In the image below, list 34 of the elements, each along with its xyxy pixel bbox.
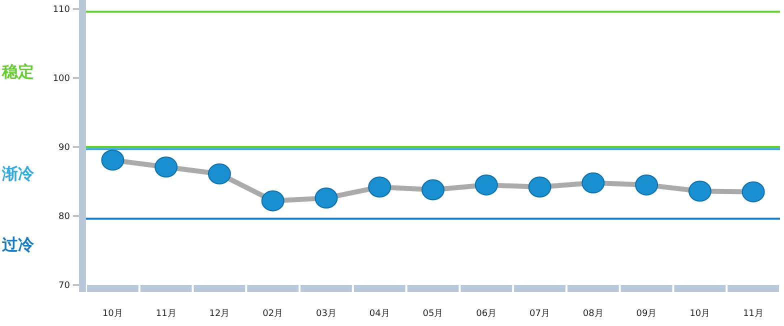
- point: [635, 174, 658, 196]
- point: [582, 172, 605, 194]
- text: 过冷: [1, 235, 35, 254]
- x-tick-label: 11月: [156, 309, 176, 319]
- y-tick-label: 70: [58, 281, 70, 291]
- point: [261, 190, 284, 212]
- x-tick-label: 10月: [102, 309, 123, 319]
- x-tick-label: 04月: [369, 309, 390, 319]
- point: [314, 188, 338, 209]
- x-tick-label: 06月: [476, 309, 497, 319]
- x-tick-label: 05月: [422, 309, 444, 319]
- x-tick-label: 11月: [743, 309, 764, 319]
- x-tick-label: 12月: [209, 309, 230, 319]
- y-tick-label: 110: [52, 5, 70, 15]
- x-tick-label: 03月: [316, 309, 336, 319]
- x-tick-label: 02月: [262, 309, 284, 319]
- point: [101, 150, 124, 171]
- y-tick-label: 100: [52, 74, 70, 84]
- x-tick-label: 07月: [530, 309, 550, 319]
- point: [688, 180, 712, 202]
- x-tick-label: 09月: [636, 309, 657, 319]
- point: [528, 176, 552, 198]
- x-tick-label: 10月: [690, 309, 710, 319]
- point: [474, 174, 498, 196]
- point: [208, 163, 231, 184]
- point: [422, 179, 444, 200]
- y-tick-label: 90: [58, 143, 70, 153]
- point: [742, 181, 765, 202]
- y-tick-label: 80: [58, 212, 70, 222]
- x-tick-label: 08月: [582, 309, 604, 319]
- text: 渐冷: [1, 164, 35, 183]
- point: [368, 176, 392, 198]
- point: [154, 156, 178, 178]
- text: 稳定: [1, 62, 34, 81]
